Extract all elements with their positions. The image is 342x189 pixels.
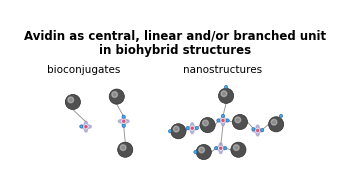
Circle shape — [191, 127, 193, 129]
Circle shape — [122, 119, 126, 123]
Ellipse shape — [192, 127, 198, 130]
Circle shape — [219, 146, 223, 150]
Ellipse shape — [122, 121, 125, 127]
Circle shape — [195, 127, 198, 130]
Ellipse shape — [187, 127, 193, 130]
Text: Avidin as central, linear and/or branched unit: Avidin as central, linear and/or branche… — [24, 30, 326, 43]
Circle shape — [217, 119, 220, 122]
Ellipse shape — [257, 129, 263, 132]
Circle shape — [80, 125, 83, 128]
Ellipse shape — [190, 123, 194, 129]
Ellipse shape — [252, 129, 258, 132]
Circle shape — [261, 129, 264, 132]
Circle shape — [199, 147, 205, 153]
Circle shape — [200, 118, 215, 133]
Circle shape — [196, 144, 211, 160]
Ellipse shape — [221, 120, 225, 126]
Circle shape — [84, 125, 88, 129]
Circle shape — [109, 89, 124, 104]
Circle shape — [112, 92, 118, 97]
Circle shape — [68, 97, 74, 103]
Circle shape — [186, 127, 189, 130]
Circle shape — [268, 117, 284, 132]
Circle shape — [190, 126, 194, 130]
Circle shape — [85, 125, 87, 128]
Circle shape — [252, 128, 255, 131]
Circle shape — [222, 119, 224, 122]
Circle shape — [219, 88, 234, 103]
Ellipse shape — [222, 119, 228, 122]
Circle shape — [214, 147, 218, 150]
Circle shape — [173, 126, 179, 132]
Circle shape — [271, 119, 277, 125]
Ellipse shape — [81, 125, 87, 128]
Circle shape — [221, 119, 225, 122]
Ellipse shape — [123, 120, 129, 123]
Circle shape — [226, 119, 229, 122]
Ellipse shape — [118, 120, 124, 123]
Circle shape — [279, 114, 283, 118]
Ellipse shape — [84, 121, 88, 127]
Ellipse shape — [215, 147, 221, 150]
Text: bioconjugates: bioconjugates — [47, 65, 120, 75]
Circle shape — [122, 124, 125, 128]
Ellipse shape — [219, 148, 222, 154]
Ellipse shape — [221, 115, 225, 121]
Text: in biohybrid structures: in biohybrid structures — [99, 44, 251, 57]
Ellipse shape — [84, 126, 88, 132]
Circle shape — [171, 124, 186, 139]
Circle shape — [224, 85, 228, 89]
Ellipse shape — [122, 116, 125, 122]
Circle shape — [118, 142, 133, 157]
Circle shape — [235, 117, 241, 123]
Ellipse shape — [190, 128, 194, 134]
Ellipse shape — [256, 125, 259, 131]
Circle shape — [256, 129, 260, 132]
Ellipse shape — [256, 130, 259, 136]
Text: nanostructures: nanostructures — [183, 65, 262, 75]
Circle shape — [65, 94, 80, 110]
Circle shape — [224, 147, 227, 150]
Circle shape — [221, 91, 227, 97]
Circle shape — [122, 120, 125, 122]
Ellipse shape — [218, 119, 224, 122]
Circle shape — [122, 115, 125, 118]
Circle shape — [194, 150, 197, 154]
Circle shape — [232, 115, 248, 130]
Circle shape — [231, 142, 246, 157]
Circle shape — [234, 145, 239, 150]
Circle shape — [120, 145, 126, 150]
Circle shape — [220, 147, 222, 149]
Circle shape — [256, 129, 259, 132]
Circle shape — [168, 130, 172, 133]
Circle shape — [202, 120, 208, 126]
Circle shape — [221, 114, 225, 117]
Ellipse shape — [220, 147, 226, 150]
Ellipse shape — [219, 143, 222, 149]
Ellipse shape — [85, 125, 91, 128]
